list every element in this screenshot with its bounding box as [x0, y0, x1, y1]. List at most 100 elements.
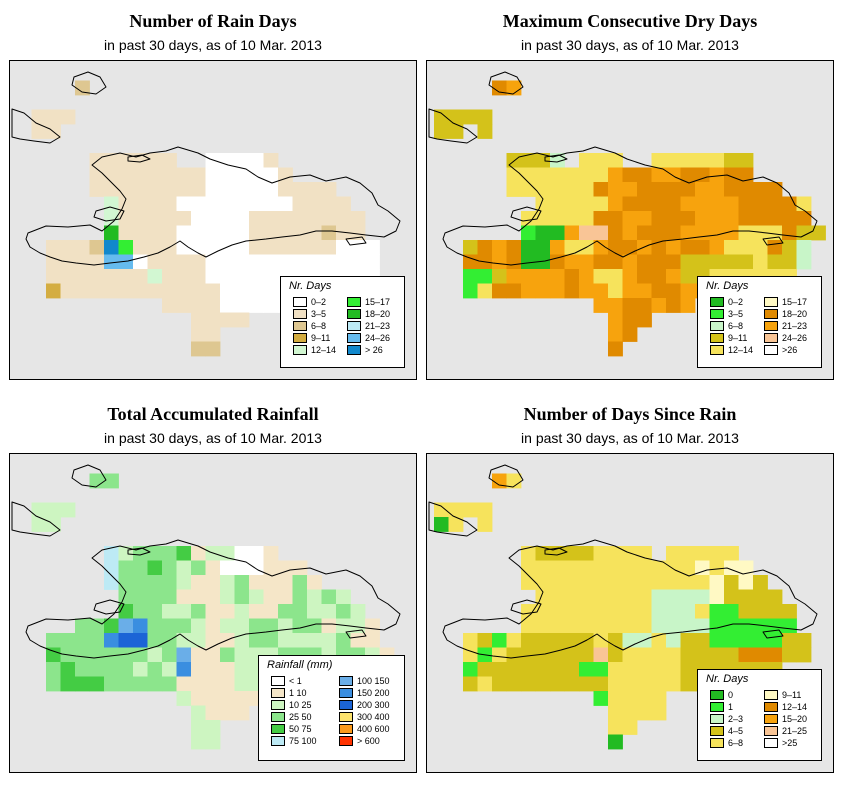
- grid-cell: [753, 211, 768, 226]
- grid-cell: [709, 546, 725, 561]
- grid-cell: [46, 269, 61, 284]
- grid-cell: [579, 153, 594, 168]
- grid-cell: [767, 254, 783, 270]
- grid-cell: [263, 298, 279, 313]
- grid-cell: [176, 676, 192, 692]
- grid-cell: [680, 254, 696, 270]
- grid-cell: [89, 167, 105, 183]
- legend-label: 0–2: [311, 297, 327, 307]
- grid-cell: [724, 167, 739, 183]
- grid-cell: [191, 341, 206, 357]
- grid-cell: [60, 283, 76, 299]
- grid-cell: [321, 225, 337, 241]
- grid-cell: [535, 633, 551, 648]
- grid-cell: [666, 560, 681, 576]
- grid-cell: [550, 269, 565, 284]
- grid-cell: [191, 269, 206, 284]
- grid-cell: [292, 618, 308, 634]
- grid-cell: [608, 546, 623, 561]
- coastline-path: [488, 71, 524, 95]
- grid-cell: [724, 618, 739, 634]
- grid-cell: [448, 124, 464, 139]
- legend-swatch: [347, 297, 361, 307]
- grid-cell: [176, 240, 192, 255]
- grid-cell: [666, 618, 681, 634]
- grid-cell: [205, 196, 221, 212]
- grid-cell: [350, 604, 366, 619]
- grid-cell: [666, 283, 681, 299]
- grid-cell: [133, 283, 148, 299]
- grid-cell: [133, 225, 148, 241]
- grid-cell: [521, 153, 536, 168]
- legend-swatch: [339, 724, 353, 734]
- grid-cell: [147, 633, 163, 648]
- grid-cell: [434, 124, 449, 139]
- coastline-path: [345, 236, 367, 246]
- grid-cell: [176, 662, 192, 677]
- grid-cell: [622, 676, 638, 692]
- grid-cell: [564, 676, 580, 692]
- grid-cell: [263, 182, 279, 197]
- grid-cell: [738, 240, 754, 255]
- legend-swatch: [764, 738, 778, 748]
- grid-cell: [278, 225, 293, 241]
- grid-cell: [564, 633, 580, 648]
- grid-cell: [249, 546, 264, 561]
- grid-cell: [104, 676, 119, 692]
- grid-cell: [234, 283, 250, 299]
- grid-cell: [564, 167, 580, 183]
- grid-cell: [709, 153, 725, 168]
- grid-cell: [608, 211, 623, 226]
- grid-cell: [695, 604, 710, 619]
- grid-cell: [622, 720, 638, 735]
- grid-cell: [307, 196, 322, 212]
- grid-cell: [263, 618, 279, 634]
- grid-cell: [191, 691, 206, 706]
- grid-cell: [622, 618, 638, 634]
- grid-cell: [608, 341, 623, 357]
- grid-cell: [321, 618, 337, 634]
- grid-cell: [263, 604, 279, 619]
- grid-cell: [637, 298, 652, 313]
- grid-cell: [89, 182, 105, 197]
- grid-cell: [249, 211, 264, 226]
- grid-cell: [220, 575, 235, 590]
- grid-cell: [118, 647, 134, 663]
- coastline-path: [442, 539, 818, 659]
- grid-cell: [564, 269, 580, 284]
- legend-label: 21–23: [365, 321, 391, 331]
- grid-cell: [724, 604, 739, 619]
- coastline-path: [510, 206, 542, 222]
- grid-cell: [680, 298, 696, 313]
- grid-cell: [608, 691, 623, 706]
- grid-cell: [263, 240, 279, 255]
- grid-cell: [709, 560, 725, 576]
- grid-cell: [278, 560, 293, 576]
- grid-cell: [75, 633, 90, 648]
- grid-cell: [162, 662, 177, 677]
- grid-cell: [535, 254, 551, 270]
- grid-cell: [249, 560, 264, 576]
- grid-cell: [608, 705, 623, 721]
- legend-swatch: [710, 309, 724, 319]
- grid-cell: [506, 283, 522, 299]
- grid-cell: [162, 618, 177, 634]
- grid-cell: [564, 283, 580, 299]
- grid-cell: [521, 618, 536, 634]
- grid-cell: [104, 225, 119, 241]
- grid-cell: [365, 254, 380, 270]
- grid-cell: [46, 662, 61, 677]
- grid-cell: [709, 182, 725, 197]
- grid-cell: [680, 283, 696, 299]
- grid-cell: [477, 662, 493, 677]
- grid-cell: [492, 80, 507, 96]
- grid-cell: [104, 167, 119, 183]
- panel-subtitle: in past 30 days, as of 10 Mar. 2013: [104, 430, 322, 446]
- map-canvas: [428, 71, 826, 357]
- grid-cell: [104, 240, 119, 255]
- grid-cell: [622, 604, 638, 619]
- grid-cell: [118, 662, 134, 677]
- grid-cell: [709, 633, 725, 648]
- grid-cell: [608, 662, 623, 677]
- grid-cell: [622, 283, 638, 299]
